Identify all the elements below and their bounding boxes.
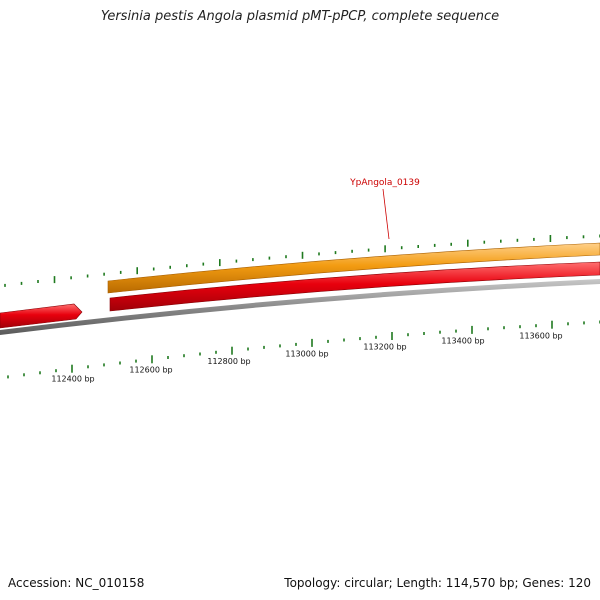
map-title: Yersinia pestis Angola plasmid pMT-pPCP,… [100, 9, 500, 24]
ruler-label: 112800 bp [207, 357, 250, 366]
ruler-label: 113000 bp [285, 349, 328, 358]
ruler-label: 112600 bp [129, 365, 172, 374]
ruler-labels: 112400 bp 112600 bp 112800 bp 113000 bp 1132… [51, 331, 562, 383]
ruler-label: 113600 bp [519, 331, 562, 340]
outer-tick-ring [4, 234, 600, 287]
inner-tick-ring [7, 320, 600, 379]
reverse-gene-arrow-left[interactable] [0, 303, 83, 329]
forward-gene-arc[interactable] [107, 242, 600, 294]
ruler-label: 113200 bp [363, 343, 406, 352]
ruler-label: 113400 bp [441, 337, 484, 346]
ruler-label: 112400 bp [51, 375, 94, 384]
gene-label-leader [382, 188, 390, 240]
gene-label-ypangola-0139[interactable]: YpAngola_0139 [349, 178, 420, 188]
reverse-gene-arc-right[interactable] [109, 261, 600, 312]
topology-summary-text: Topology: circular; Length: 114,570 bp; … [284, 576, 591, 590]
accession-text: Accession: NC_010158 [8, 576, 145, 590]
plasmid-backbone [0, 279, 600, 335]
